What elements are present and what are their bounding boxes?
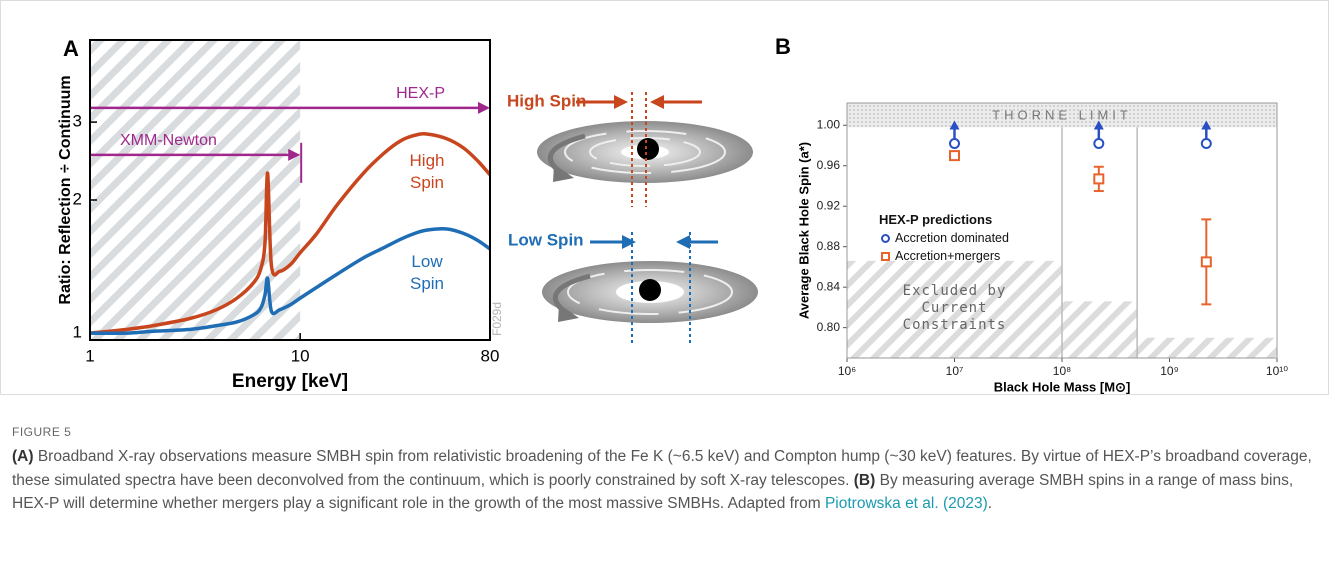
excluded-label: Excluded by Current Constraints	[902, 282, 1007, 333]
marker	[1200, 137, 1212, 149]
arrow-head	[614, 95, 628, 109]
x-tick-label: 1	[85, 346, 94, 365]
panel-label: A	[63, 36, 79, 61]
legend-title: HEX-P predictions	[879, 212, 992, 227]
x-tick-label: 10⁷	[946, 364, 964, 378]
y-tick-label: 1	[73, 323, 82, 342]
arrow-head	[288, 148, 301, 161]
x-axis-label: Energy [keV]	[232, 371, 348, 392]
caption-part: .	[987, 495, 993, 512]
y-tick-label: 2	[73, 189, 82, 208]
caption-part: Broadband X-ray observations measure SMB…	[12, 448, 1312, 489]
figure-label: FIGURE 5	[12, 425, 72, 439]
thorne-label: THORNE LIMIT	[992, 108, 1132, 123]
y-axis-label: Ratio: Reflection ÷ Continuum	[57, 75, 74, 304]
black-hole	[637, 138, 659, 160]
arrow-head	[553, 164, 574, 182]
arrow-head	[1093, 120, 1104, 130]
excluded-region	[847, 260, 1062, 358]
x-tick-label: 10⁸	[1053, 364, 1071, 378]
legend-label: Accretion+mergers	[895, 249, 1000, 263]
marker	[1200, 256, 1212, 268]
caption-text: (A) Broadband X-ray observations measure…	[12, 445, 1318, 516]
y-tick-label: 0.88	[817, 239, 841, 253]
arrow-head	[676, 235, 690, 249]
diagram-label: High Spin	[507, 91, 586, 110]
x-tick-label: 10¹⁰	[1266, 364, 1288, 378]
x-tick-label: 80	[481, 346, 500, 365]
y-axis-label: Average Black Hole Spin (a*)	[796, 142, 811, 319]
legend-marker	[881, 252, 890, 261]
figure: A B High Spin Low Spin 1 10 80 1 2 3 HEX-P XMM-…	[0, 0, 1329, 395]
range-label: HEX-P	[396, 85, 445, 102]
marker	[1093, 137, 1105, 149]
excluded-region	[1062, 301, 1138, 358]
arrow-head	[558, 304, 579, 322]
legend-marker	[881, 234, 890, 243]
disk-ring	[567, 269, 733, 315]
plot-frame	[846, 102, 1278, 359]
y-tick-label: 0.92	[817, 198, 841, 212]
y-tick-label: 0.80	[817, 320, 841, 334]
y-tick-label: 0.84	[817, 279, 841, 293]
model-line	[89, 132, 492, 335]
watermark: F029d	[490, 302, 504, 336]
arrow-head	[650, 95, 664, 109]
reference-link[interactable]: Piotrowska et al. (2023)	[824, 495, 988, 512]
y-tick-label: 3	[73, 112, 82, 131]
frame	[0, 0, 1329, 395]
series-label: High Spin	[410, 151, 445, 192]
x-tick-label: 10⁶	[838, 364, 856, 378]
arrow-head	[478, 101, 490, 114]
arrow-head	[622, 235, 636, 249]
caption-part-label: (B)	[853, 471, 876, 489]
y-tick-label: 1.00	[817, 117, 841, 131]
spin-diagram: High Spin Low Spin	[507, 91, 758, 346]
caption-part: By measuring average SMBH spins in a ran…	[12, 471, 1294, 513]
arrow-head	[949, 120, 960, 130]
excluded-label-box: Excluded by Current Constraints	[902, 282, 1007, 333]
panel-label: B	[775, 34, 791, 59]
model-line	[89, 227, 492, 336]
plot-frame	[89, 39, 491, 341]
arrow-head	[1201, 120, 1212, 130]
black-hole	[639, 279, 661, 301]
marker	[949, 150, 960, 162]
marker	[949, 137, 960, 149]
marker	[1093, 173, 1105, 185]
range-label: XMM-Newton	[120, 132, 217, 149]
series-label: Low Spin	[410, 252, 444, 293]
excluded-region	[1137, 337, 1277, 358]
y-tick-label: 0.96	[817, 158, 841, 172]
legend-label: Accretion dominated	[895, 231, 1009, 245]
x-axis-label: Black Hole Mass [M⊙]	[994, 379, 1131, 394]
x-tick-label: 10⁹	[1160, 364, 1179, 378]
caption-part-label: (A)	[12, 448, 34, 465]
x-tick-label: 10	[291, 346, 310, 365]
diagram-label: Low Spin	[508, 230, 584, 249]
caption: FIGURE 5 (A) Broadband X-ray observation…	[12, 425, 1318, 516]
